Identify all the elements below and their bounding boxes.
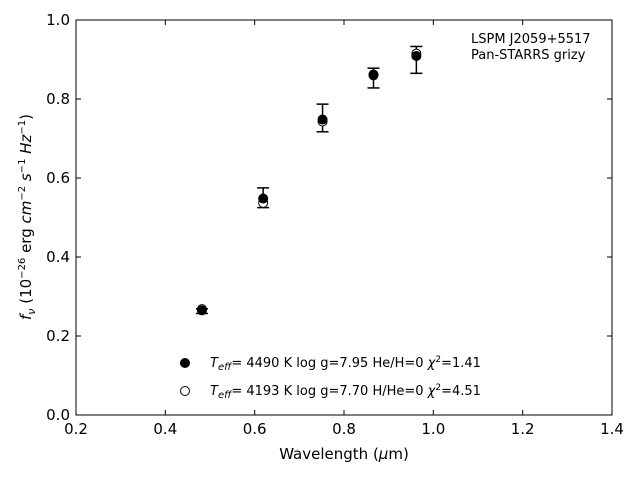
legend: Teff= 4490 K log g=7.95 He/H=0 χ2=1.41 T… <box>180 355 481 401</box>
model-point-filled <box>196 305 207 316</box>
x-tick-label: 0.2 <box>64 420 88 438</box>
y-tick-label: 0.6 <box>46 169 70 187</box>
legend-entry-2: Teff= 4193 K log g=7.70 H/He=0 χ2=4.51 <box>210 383 481 401</box>
x-tick-label: 1.4 <box>600 420 624 438</box>
model-point-filled <box>317 114 328 125</box>
legend-marker-open <box>180 386 190 396</box>
model-point-filled <box>411 50 422 61</box>
error-bars <box>195 45 423 315</box>
y-tick-label: 1.0 <box>46 11 70 29</box>
x-tick-label: 0.8 <box>332 420 356 438</box>
x-tick-label: 0.4 <box>153 420 177 438</box>
annotation-survey: Pan-STARRS grizy <box>471 48 586 63</box>
x-tick-label: 1.0 <box>421 420 445 438</box>
y-tick-label: 0.8 <box>46 90 70 108</box>
axis-ticks: 0.2 0.4 0.6 0.8 1.0 1.2 1.40.00.20.40.60.81.0 <box>46 11 624 438</box>
y-tick-label: 0.4 <box>46 248 70 266</box>
y-axis-label: fν (10−26 erg cm−2 s−1 Hz−1) <box>17 114 38 320</box>
y-tick-label: 0.2 <box>46 327 70 345</box>
legend-entry-1: Teff= 4490 K log g=7.95 He/H=0 χ2=1.41 <box>210 355 481 373</box>
x-axis-label: Wavelength (μm) <box>279 445 409 463</box>
model-point-filled <box>258 193 269 204</box>
data-points <box>196 48 422 316</box>
annotation-star-name: LSPM J2059+5517 <box>471 32 591 47</box>
y-tick-label: 0.0 <box>46 406 70 424</box>
model-point-filled <box>368 70 379 81</box>
x-tick-label: 1.2 <box>511 420 535 438</box>
x-tick-label: 0.6 <box>243 420 267 438</box>
legend-marker-filled <box>180 358 190 368</box>
